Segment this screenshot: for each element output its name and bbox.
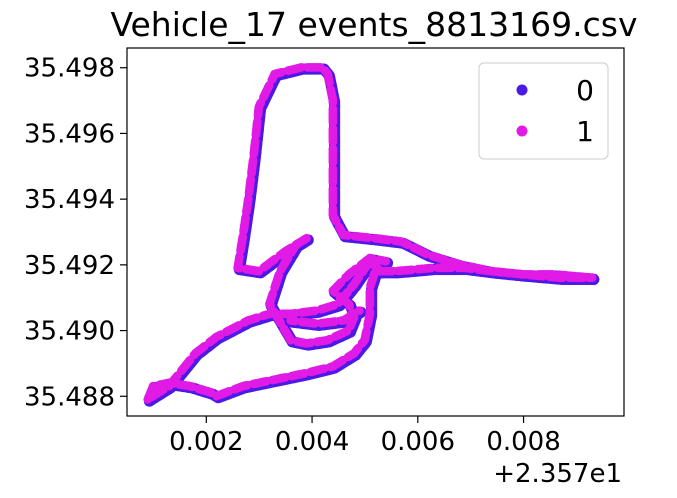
data-point	[367, 254, 377, 263]
data-point	[251, 130, 261, 140]
data-point	[545, 272, 554, 282]
x-tick-label: 0.006	[381, 427, 455, 457]
legend-box	[478, 62, 609, 160]
data-point	[585, 273, 595, 283]
data-point	[390, 236, 400, 246]
data-point	[505, 268, 514, 278]
y-tick-label: 35.496	[24, 119, 115, 149]
data-point	[303, 63, 312, 72]
data-point	[247, 168, 256, 178]
y-tick-label: 35.492	[24, 251, 115, 281]
data-point	[362, 327, 371, 336]
data-point	[326, 84, 336, 94]
data-point	[376, 266, 385, 276]
data-point	[525, 270, 535, 280]
data-point	[328, 124, 338, 134]
data-point	[236, 245, 246, 255]
data-point	[330, 317, 340, 326]
data-point	[370, 233, 380, 243]
data-point	[328, 204, 338, 214]
legend: 01	[478, 62, 609, 160]
data-point	[290, 316, 300, 326]
data-point	[328, 164, 338, 174]
x-tick-label: 0.008	[486, 427, 560, 457]
data-point	[328, 144, 338, 154]
data-point	[350, 231, 360, 241]
plot-area	[143, 63, 600, 407]
data-point	[290, 308, 300, 318]
y-tick-label: 35.498	[24, 54, 115, 84]
data-point	[426, 263, 436, 273]
legend-label: 0	[576, 74, 594, 107]
legend-marker	[516, 125, 528, 137]
data-point	[286, 335, 295, 345]
series-1	[143, 63, 597, 404]
data-point	[148, 381, 158, 391]
x-axis: 0.002 0.004 0.006 0.008	[169, 416, 561, 457]
data-point	[365, 307, 375, 317]
chart-title: Vehicle_17 events_8813169.csv	[110, 5, 637, 44]
y-tick-label: 35.494	[24, 185, 115, 215]
data-point	[310, 319, 320, 328]
data-point	[365, 287, 375, 297]
data-point	[564, 273, 574, 283]
data-point	[283, 66, 293, 76]
data-point	[244, 188, 254, 197]
legend-marker	[516, 84, 528, 96]
y-axis: 35.488 35.490 35.492 35.494 35.496 35.498	[24, 54, 127, 412]
data-point	[407, 265, 416, 275]
x-tick-label: 0.002	[169, 427, 243, 457]
x-tick-label: 0.004	[275, 427, 349, 457]
data-point	[239, 226, 249, 236]
data-point	[381, 256, 391, 266]
data-point	[328, 184, 338, 194]
data-point	[328, 104, 338, 114]
y-tick-label: 35.488	[24, 382, 115, 412]
legend-label: 1	[576, 115, 594, 148]
x-offset-label: +2.357e1	[493, 459, 622, 489]
data-point	[253, 111, 263, 120]
data-point	[387, 266, 397, 276]
y-tick-label: 35.490	[24, 317, 115, 347]
data-point	[249, 149, 259, 159]
data-point	[354, 306, 364, 315]
plot-frame	[126, 47, 625, 417]
data-point	[319, 364, 329, 373]
